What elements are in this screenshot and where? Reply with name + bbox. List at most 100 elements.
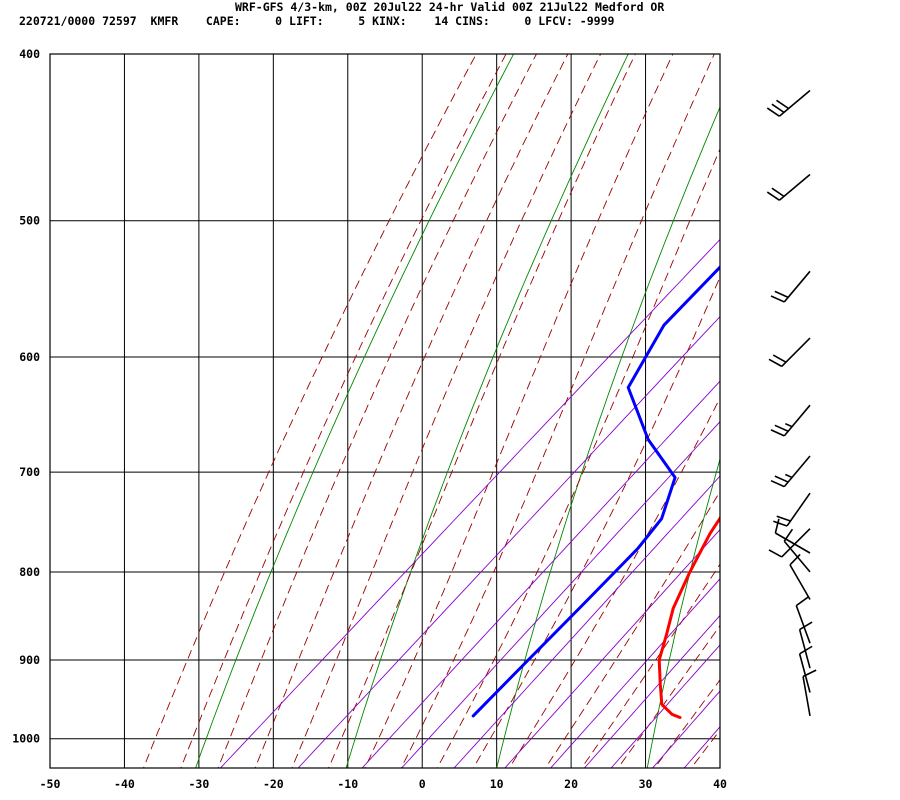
mixing-ratio-line — [610, 644, 720, 768]
barb-half-feather — [785, 473, 793, 479]
moist-adiabat-line — [472, 275, 720, 768]
x-tick-label: -20 — [263, 777, 284, 791]
mixing-ratio-line — [550, 578, 720, 768]
moist-adiabat-line — [143, 54, 477, 768]
wind-barb — [798, 621, 813, 669]
barb-feather — [774, 424, 789, 432]
mixing-ratio-line — [361, 380, 720, 768]
sounding-indices: 220721/0000 72597 KMFR CAPE: 0 LIFT: 5 K… — [19, 14, 615, 28]
x-tick-label: 20 — [564, 777, 578, 791]
moist-adiabat-line — [291, 54, 602, 768]
barb-feather — [774, 475, 789, 483]
barb-staff — [802, 676, 811, 717]
moist-adiabat-line — [617, 624, 720, 768]
wind-barb — [770, 404, 811, 437]
barb-feather — [776, 99, 789, 110]
wind-barb — [770, 270, 811, 303]
barb-staff — [783, 455, 811, 488]
barb-feather — [795, 596, 809, 607]
mixing-ratio-line — [401, 421, 720, 768]
barb-feather — [776, 515, 791, 522]
barb-staff — [789, 564, 811, 600]
y-tick-label: 900 — [19, 653, 40, 667]
barb-feather — [770, 479, 785, 488]
barb-feather — [771, 187, 785, 198]
x-tick-label: -30 — [188, 777, 209, 791]
mixing-ratio-line — [504, 529, 720, 768]
barb-staff — [798, 653, 811, 693]
wind-barb — [768, 528, 811, 558]
wind-barb — [798, 645, 813, 693]
barb-feather — [799, 621, 813, 631]
barb-staff — [778, 89, 811, 117]
barb-feather — [773, 520, 788, 527]
barb-staff — [795, 605, 811, 644]
x-tick-label: 30 — [639, 777, 653, 791]
barb-feather — [783, 528, 794, 542]
x-tick-label: 0 — [419, 777, 426, 791]
barb-feather — [771, 103, 785, 114]
temperature-profile — [657, 515, 720, 719]
wind-barb — [770, 455, 811, 488]
barb-feather — [799, 645, 813, 655]
y-tick-label: 800 — [19, 565, 40, 579]
barb-feather — [774, 290, 789, 299]
moist-adiabat-line — [328, 54, 636, 768]
moist-adiabat-line — [180, 54, 507, 768]
dry-adiabat-line — [797, 16, 900, 776]
barb-feather — [774, 518, 780, 534]
barb-staff — [781, 337, 811, 367]
dry-adiabat-line — [195, 54, 515, 768]
barb-feather — [768, 549, 783, 558]
moist-adiabat-line — [581, 563, 720, 768]
moist-adiabat-line — [217, 54, 538, 768]
chart-header: WRF-GFS 4/3-km, 00Z 20Jul22 24-hr Valid … — [0, 0, 900, 30]
wind-barb — [802, 669, 817, 717]
moist-adiabat-line — [254, 54, 569, 768]
barb-feather — [768, 358, 783, 368]
mixing-ratio-line — [219, 238, 720, 768]
mixing-ratio-line — [297, 316, 720, 768]
wind-barbs — [766, 89, 817, 717]
dry-adiabat-line — [345, 54, 629, 768]
mixing-ratio-line — [683, 726, 720, 768]
mixing-ratio-line — [453, 475, 720, 768]
wind-barb — [795, 596, 811, 644]
barb-staff — [786, 492, 811, 527]
barb-feather — [789, 553, 801, 566]
barb-staff — [783, 270, 811, 303]
barb-feather — [770, 295, 785, 303]
wind-barb — [766, 173, 811, 201]
y-tick-label: 400 — [19, 47, 40, 61]
wind-barb — [789, 553, 811, 600]
barb-staff — [783, 404, 811, 437]
x-tick-label: 10 — [490, 777, 504, 791]
dry-adiabat-line — [496, 105, 720, 768]
x-tick-label: -40 — [114, 777, 135, 791]
temperature-tick-labels: -50 -40 -30 -20 -10 0 10 20 30 40 — [40, 777, 727, 791]
plot-frame — [49, 53, 721, 769]
x-tick-label: -50 — [40, 777, 61, 791]
y-tick-label: 600 — [19, 350, 40, 364]
moist-adiabat-line — [653, 679, 720, 768]
wind-barb — [766, 89, 811, 117]
wind-barb — [768, 337, 811, 368]
moist-adiabat-line — [508, 396, 720, 768]
barb-staff — [774, 532, 811, 554]
moist-adiabat-line — [436, 147, 720, 768]
moist-adiabat-line — [544, 490, 720, 768]
y-tick-label: 500 — [19, 214, 40, 228]
moist-adiabat-line — [690, 729, 720, 768]
mixing-ratio-line — [583, 614, 720, 768]
barb-feather — [772, 354, 787, 363]
moist-adiabat-line — [722, 16, 900, 776]
barb-staff — [781, 528, 811, 558]
barb-feather — [802, 669, 817, 678]
barb-feather — [766, 191, 780, 201]
moist-adiabat-line — [364, 54, 674, 768]
barb-staff — [798, 629, 811, 669]
barb-feather — [766, 107, 780, 117]
mixing-ratio-line — [651, 690, 720, 768]
wind-barb — [774, 518, 811, 554]
